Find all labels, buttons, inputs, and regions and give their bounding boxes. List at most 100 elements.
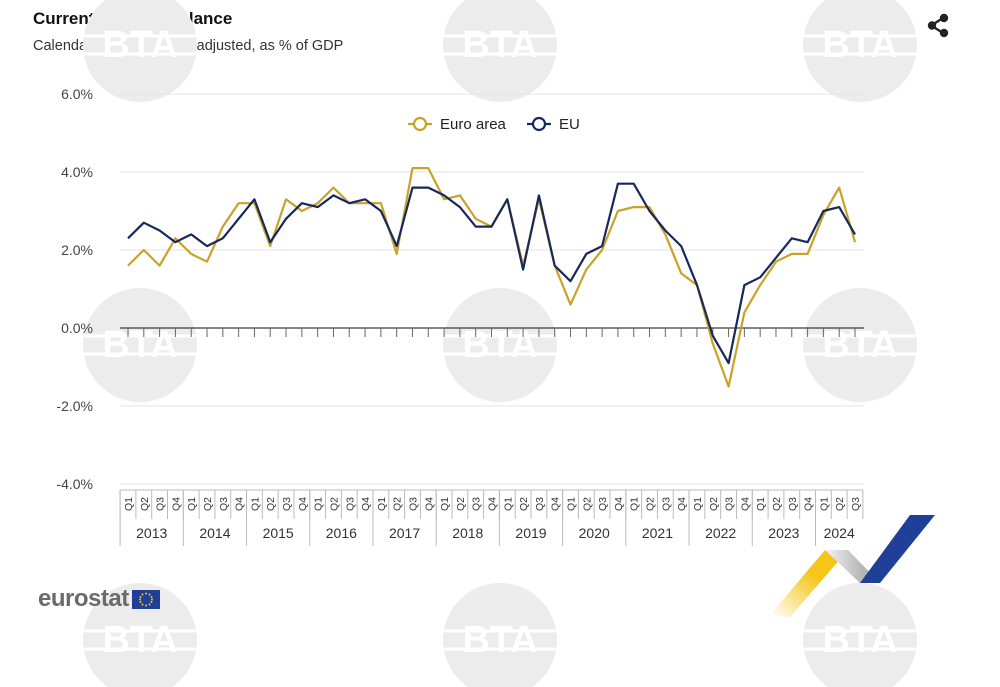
quarter-label: Q3 (281, 497, 293, 511)
watermark-text: BTA (102, 24, 177, 66)
quarter-label: Q3 (218, 497, 230, 511)
quarter-label: Q1 (818, 497, 830, 511)
watermark-disc (803, 583, 917, 687)
legend-label-eu: EU (559, 116, 580, 133)
quarter-label: Q1 (566, 497, 578, 511)
quarter-label: Q2 (139, 497, 151, 511)
quarter-label: Q2 (708, 497, 720, 511)
quarter-label: Q3 (534, 497, 546, 511)
eurostat-logo: eurostat (38, 585, 160, 613)
y-axis: -4.0% -2.0% 0.0% 2.0% 4.0% 6.0% (56, 86, 93, 492)
watermark-text: BTA (822, 619, 897, 661)
watermark: BTA (443, 288, 557, 402)
watermark-text: BTA (822, 324, 897, 366)
eu-flag-icon (131, 589, 160, 609)
quarter-label: Q2 (645, 497, 657, 511)
quarter-label: Q3 (724, 497, 736, 511)
quarter-label: Q1 (692, 497, 704, 511)
watermark: BTA (443, 0, 557, 102)
quarter-label: Q3 (471, 497, 483, 511)
y-tick-label: 4.0% (61, 164, 93, 180)
watermark-disc (803, 288, 917, 402)
watermark: BTA (443, 583, 557, 687)
quarter-label: Q1 (755, 497, 767, 511)
bta-logo-mark (770, 515, 935, 617)
watermark-text: BTA (462, 324, 537, 366)
quarter-label: Q1 (249, 497, 261, 511)
watermark: BTA (803, 0, 917, 102)
watermark-disc (443, 583, 557, 687)
quarter-label: Q1 (629, 497, 641, 511)
legend-label-euro-area: Euro area (440, 116, 507, 133)
year-label: 2015 (263, 525, 294, 541)
quarter-label: Q4 (487, 497, 499, 511)
eurostat-logo-text: eurostat (38, 585, 129, 612)
quarter-label: Q2 (202, 497, 214, 511)
quarter-label: Q4 (423, 497, 435, 511)
year-label: 2021 (642, 525, 673, 541)
watermark: BTA (83, 0, 197, 102)
quarter-label: Q3 (850, 497, 862, 511)
quarter-label: Q4 (739, 497, 751, 511)
watermark-text: BTA (822, 24, 897, 66)
quarter-label: Q4 (803, 497, 815, 511)
quarter-label: Q2 (581, 497, 593, 511)
quarter-label: Q3 (155, 497, 167, 511)
quarter-label: Q4 (170, 497, 182, 511)
quarter-label: Q4 (676, 497, 688, 511)
watermark-disc (443, 0, 557, 102)
gridlines (120, 93, 864, 485)
quarter-label: Q1 (313, 497, 325, 511)
watermark-group: BTA BTA BTA BTA BTA BTA BTA BTA BTA (83, 0, 917, 687)
quarter-label: Q4 (550, 497, 562, 511)
quarter-label: Q1 (123, 497, 135, 511)
legend: Euro area EU (408, 116, 580, 133)
y-tick-label: 0.0% (61, 320, 93, 336)
quarter-label: Q3 (787, 497, 799, 511)
year-label: 2014 (199, 525, 230, 541)
year-label: 2019 (515, 525, 546, 541)
year-label: 2017 (389, 525, 420, 541)
legend-marker-eu (531, 116, 547, 132)
watermark-disc (83, 583, 197, 687)
watermark: BTA (83, 583, 197, 687)
series-eu (127, 182, 856, 365)
quarter-label: Q2 (518, 497, 530, 511)
series-line-eu (127, 182, 856, 365)
quarter-label: Q3 (597, 497, 609, 511)
watermark: BTA (803, 288, 917, 402)
quarter-label: Q3 (408, 497, 420, 511)
watermark-text: BTA (462, 24, 537, 66)
watermark-disc (443, 288, 557, 402)
year-label: 2023 (768, 525, 799, 541)
year-label: 2018 (452, 525, 483, 541)
y-tick-label: 6.0% (61, 86, 93, 102)
x-axis: Q1 Q2 Q3 Q4 Q1 Q2 Q3 Q4 Q1 Q2 Q3 Q4 Q1 Q2 Q3 Q4 Q1 Q2 Q3 Q4… (119, 489, 864, 546)
quarter-label: Q2 (771, 497, 783, 511)
watermark-text: BTA (462, 619, 537, 661)
y-tick-label: 2.0% (61, 242, 93, 258)
legend-marker-euro-area (412, 116, 428, 132)
quarter-label: Q1 (439, 497, 451, 511)
watermark: BTA (83, 288, 197, 402)
quarter-label: Q2 (392, 497, 404, 511)
quarter-label: Q3 (660, 497, 672, 511)
y-tick-label: -4.0% (56, 476, 93, 492)
watermark-disc (83, 288, 197, 402)
quarter-label: Q2 (265, 497, 277, 511)
share-icon[interactable] (924, 12, 952, 40)
year-label: 2022 (705, 525, 736, 541)
quarter-label: Q4 (613, 497, 625, 511)
quarter-label: Q4 (297, 497, 309, 511)
quarter-label: Q2 (834, 497, 846, 511)
quarter-label: Q1 (502, 497, 514, 511)
watermark-text: BTA (102, 324, 177, 366)
watermark: BTA (803, 583, 917, 687)
quarter-label: Q3 (344, 497, 356, 511)
year-label: 2024 (824, 525, 855, 541)
quarter-label: Q1 (186, 497, 198, 511)
year-label: 2016 (326, 525, 357, 541)
year-label: 2013 (136, 525, 167, 541)
watermark-disc (83, 0, 197, 102)
quarter-label: Q1 (376, 497, 388, 511)
